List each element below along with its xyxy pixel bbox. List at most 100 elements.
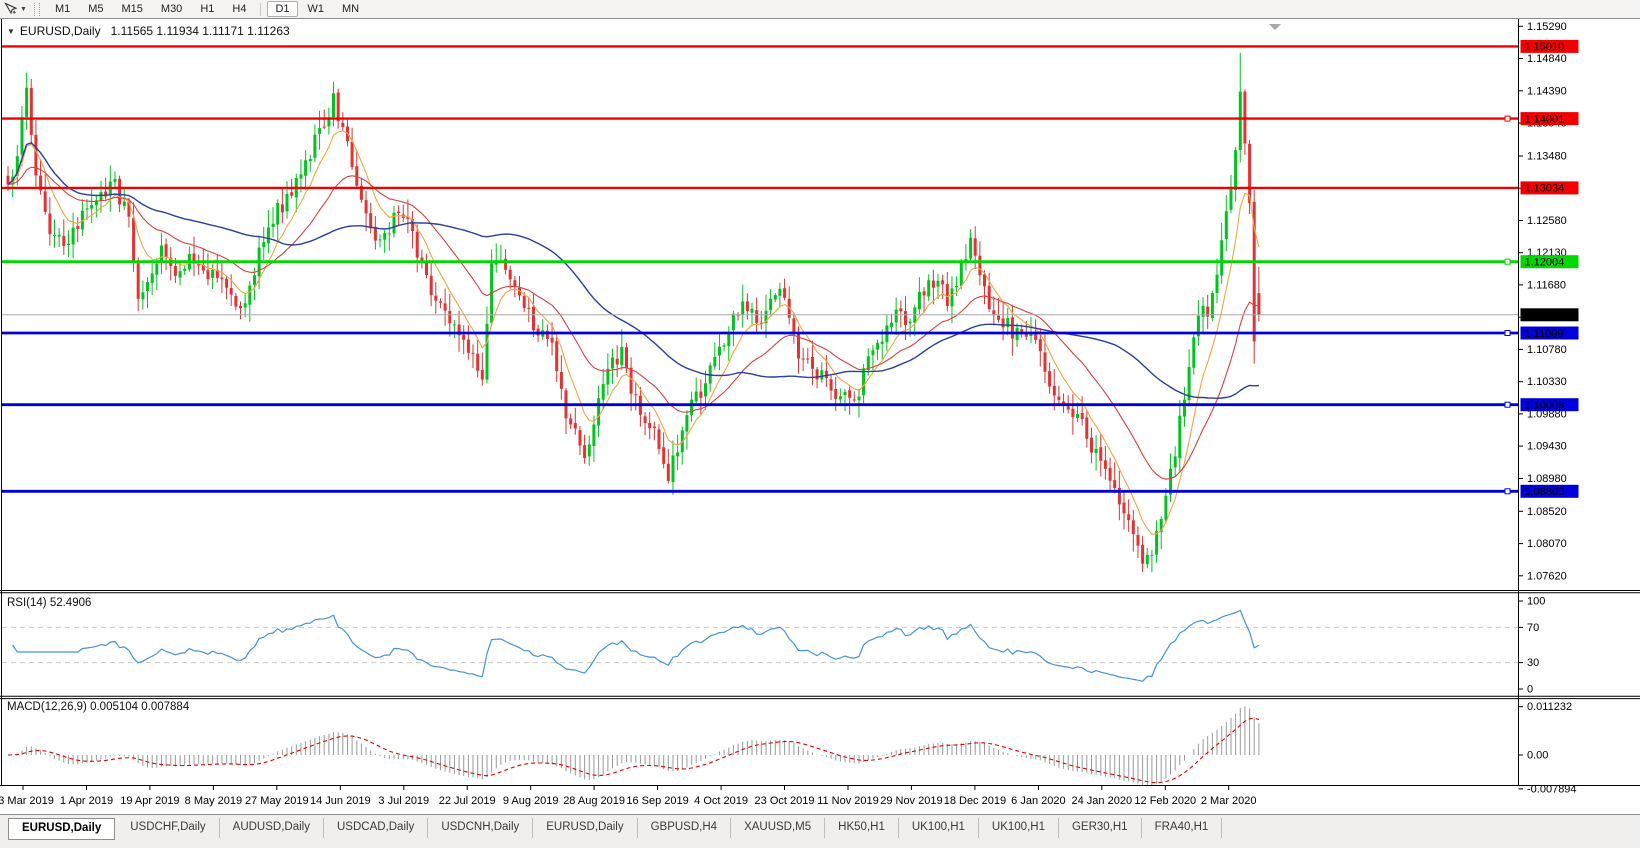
- price-tick-label: 1.09430: [1527, 441, 1567, 453]
- timeframe-h1[interactable]: H1: [200, 3, 215, 15]
- chart-quote-header: ▼ EURUSD,Daily 1.11565 1.11934 1.11171 1.1…: [7, 24, 290, 38]
- timeframe-m1[interactable]: M1: [54, 3, 71, 15]
- tab-fra40-h1[interactable]: FRA40,H1: [1142, 818, 1223, 838]
- hline-handle-1.10008[interactable]: [1504, 401, 1511, 408]
- price-badges: 1.15010 1.14001 1.13034 1.12004 1.11009 1.100…: [1520, 39, 1579, 498]
- tab-usdcad-daily[interactable]: USDCAD,Daily: [324, 818, 429, 838]
- tab-eurusd-daily[interactable]: EURUSD,Daily: [8, 818, 116, 840]
- date-label: 23 Oct 2019: [755, 795, 815, 807]
- rsi-line: [12, 609, 1260, 682]
- hline-handle-1.14001[interactable]: [1504, 115, 1511, 122]
- timeframe-m15[interactable]: M15: [121, 3, 143, 15]
- price-badge-1.11009: 1.11009: [1525, 328, 1564, 340]
- date-label: 3 Jul 2019: [378, 795, 429, 807]
- price-badge-1.13034: 1.13034: [1525, 183, 1565, 195]
- macd-signal-line: [7, 717, 1260, 784]
- tab-ger30-h1[interactable]: GER30,H1: [1059, 818, 1142, 838]
- macd-axis: 0.011232 0.00 -0.007894: [1518, 701, 1577, 795]
- price-badge-1.08800: 1.08800: [1525, 486, 1565, 498]
- draw-tool-icon[interactable]: [3, 2, 19, 16]
- price-tick-label: 1.09880: [1527, 408, 1567, 420]
- hline-handle-1.12004[interactable]: [1504, 258, 1511, 265]
- date-axis: 13 Mar 2019 1 Apr 2019 19 Apr 2019 8 May 20…: [0, 786, 1257, 807]
- timeframe-d1[interactable]: D1: [267, 1, 298, 17]
- timeframe-mn[interactable]: MN: [342, 3, 360, 15]
- price-tick-label: 1.08520: [1527, 506, 1567, 518]
- date-label: 1 Apr 2019: [60, 795, 113, 807]
- date-label: 29 Nov 2019: [880, 795, 942, 807]
- date-label: 28 Aug 2019: [563, 795, 625, 807]
- hline-handle-1.08800[interactable]: [1504, 488, 1511, 495]
- price-tick-label: 1.08070: [1527, 538, 1567, 550]
- price-badge-1.15010: 1.15010: [1525, 41, 1565, 53]
- toolbar-grip[interactable]: [33, 2, 40, 16]
- rsi-axis: 100 70 30 0: [1518, 596, 1545, 696]
- hline-handle-1.11009[interactable]: [1504, 330, 1511, 336]
- price-tick-label: 1.12580: [1527, 215, 1567, 227]
- rsi-indicator-label: RSI(14) 52.4906: [7, 597, 92, 609]
- tab-uk100-h1-2[interactable]: UK100,H1: [979, 818, 1059, 838]
- price-tick-label: 1.13480: [1527, 151, 1567, 163]
- date-label: 9 Aug 2019: [503, 795, 559, 807]
- price-tick-label: 1.15290: [1527, 21, 1567, 33]
- chart-shift-marker-icon[interactable]: [1269, 24, 1281, 30]
- timeframe-w1[interactable]: W1: [307, 3, 325, 15]
- price-badge-1.11263: 1.11263: [1525, 310, 1564, 322]
- date-label: 16 Sep 2019: [626, 795, 688, 807]
- tab-usdcnh-daily[interactable]: USDCNH,Daily: [428, 818, 534, 838]
- price-tick-label: 1.14840: [1527, 53, 1567, 65]
- price-badge-1.14001: 1.14001: [1525, 113, 1565, 125]
- timeframe-h4[interactable]: H4: [232, 3, 247, 15]
- date-label: 13 Mar 2019: [0, 795, 54, 807]
- tab-eurusd-daily-2[interactable]: EURUSD,Daily: [533, 818, 638, 838]
- ma-slow-line: [7, 142, 1259, 399]
- timeframe-m5[interactable]: M5: [88, 3, 104, 15]
- pane-borders: [0, 18, 1640, 786]
- toolbar-separator: [260, 2, 262, 16]
- date-label: 8 May 2019: [185, 795, 242, 807]
- date-label: 4 Oct 2019: [694, 795, 748, 807]
- rsi-tick-label: 70: [1527, 622, 1539, 634]
- price-tick-label: 1.10780: [1527, 344, 1567, 356]
- tab-audusd-daily[interactable]: AUDUSD,Daily: [220, 818, 324, 838]
- rsi-tick-label: 30: [1527, 657, 1539, 669]
- timeframe-m30[interactable]: M30: [160, 3, 183, 15]
- chart-collapse-icon[interactable]: ▼: [7, 27, 15, 36]
- chart-ohlc-values: 1.11565 1.11934 1.11171 1.11263: [110, 24, 290, 38]
- tool-dropdown-caret[interactable]: ▼: [20, 5, 27, 13]
- macd-tick-label: -0.007894: [1527, 783, 1577, 795]
- date-label: 22 Jul 2019: [439, 795, 496, 807]
- tab-xauusd-m5[interactable]: XAUUSD,M5: [731, 818, 826, 838]
- rsi-tick-label: 100: [1527, 596, 1545, 608]
- chart-tab-bar: EURUSD,Daily USDCHF,Daily AUDUSD,Daily U…: [0, 814, 1640, 848]
- date-label: 24 Jan 2020: [1072, 795, 1133, 807]
- date-label: 18 Dec 2019: [944, 795, 1006, 807]
- chart-symbol-label: EURUSD,Daily: [19, 24, 101, 38]
- date-label: 12 Feb 2020: [1134, 795, 1196, 807]
- date-label: 6 Jan 2020: [1011, 795, 1065, 807]
- price-badge-1.12004: 1.12004: [1525, 257, 1565, 269]
- macd-tick-label: 0.00: [1527, 750, 1548, 762]
- date-label: 2 Mar 2020: [1201, 795, 1257, 807]
- price-tick-label: 1.07620: [1527, 570, 1567, 582]
- date-label: 14 Jun 2019: [310, 795, 371, 807]
- macd-tick-label: 0.011232: [1527, 701, 1572, 713]
- ma-medium-line: [7, 166, 1259, 480]
- horizontal-levels: [2, 45, 1518, 495]
- price-badge-1.10008: 1.10008: [1525, 400, 1565, 412]
- tab-hk50-h1[interactable]: HK50,H1: [825, 818, 899, 838]
- tab-gbpusd-h4[interactable]: GBPUSD,H4: [638, 818, 732, 838]
- date-label: 11 Nov 2019: [817, 795, 879, 807]
- tab-usdchf-daily[interactable]: USDCHF,Daily: [117, 818, 220, 838]
- tab-uk100-h1[interactable]: UK100,H1: [899, 818, 979, 838]
- price-tick-label: 1.14390: [1527, 85, 1567, 97]
- price-tick-label: 1.10330: [1527, 376, 1567, 388]
- ma-fast-line: [7, 130, 1260, 535]
- macd-histogram: [12, 706, 1260, 785]
- macd-indicator-label: MACD(12,26,9) 0.005104 0.007884: [7, 701, 190, 713]
- candlestick-series: [6, 52, 1261, 573]
- rsi-guide-lines: [2, 626, 1518, 664]
- date-label: 27 May 2019: [245, 795, 309, 807]
